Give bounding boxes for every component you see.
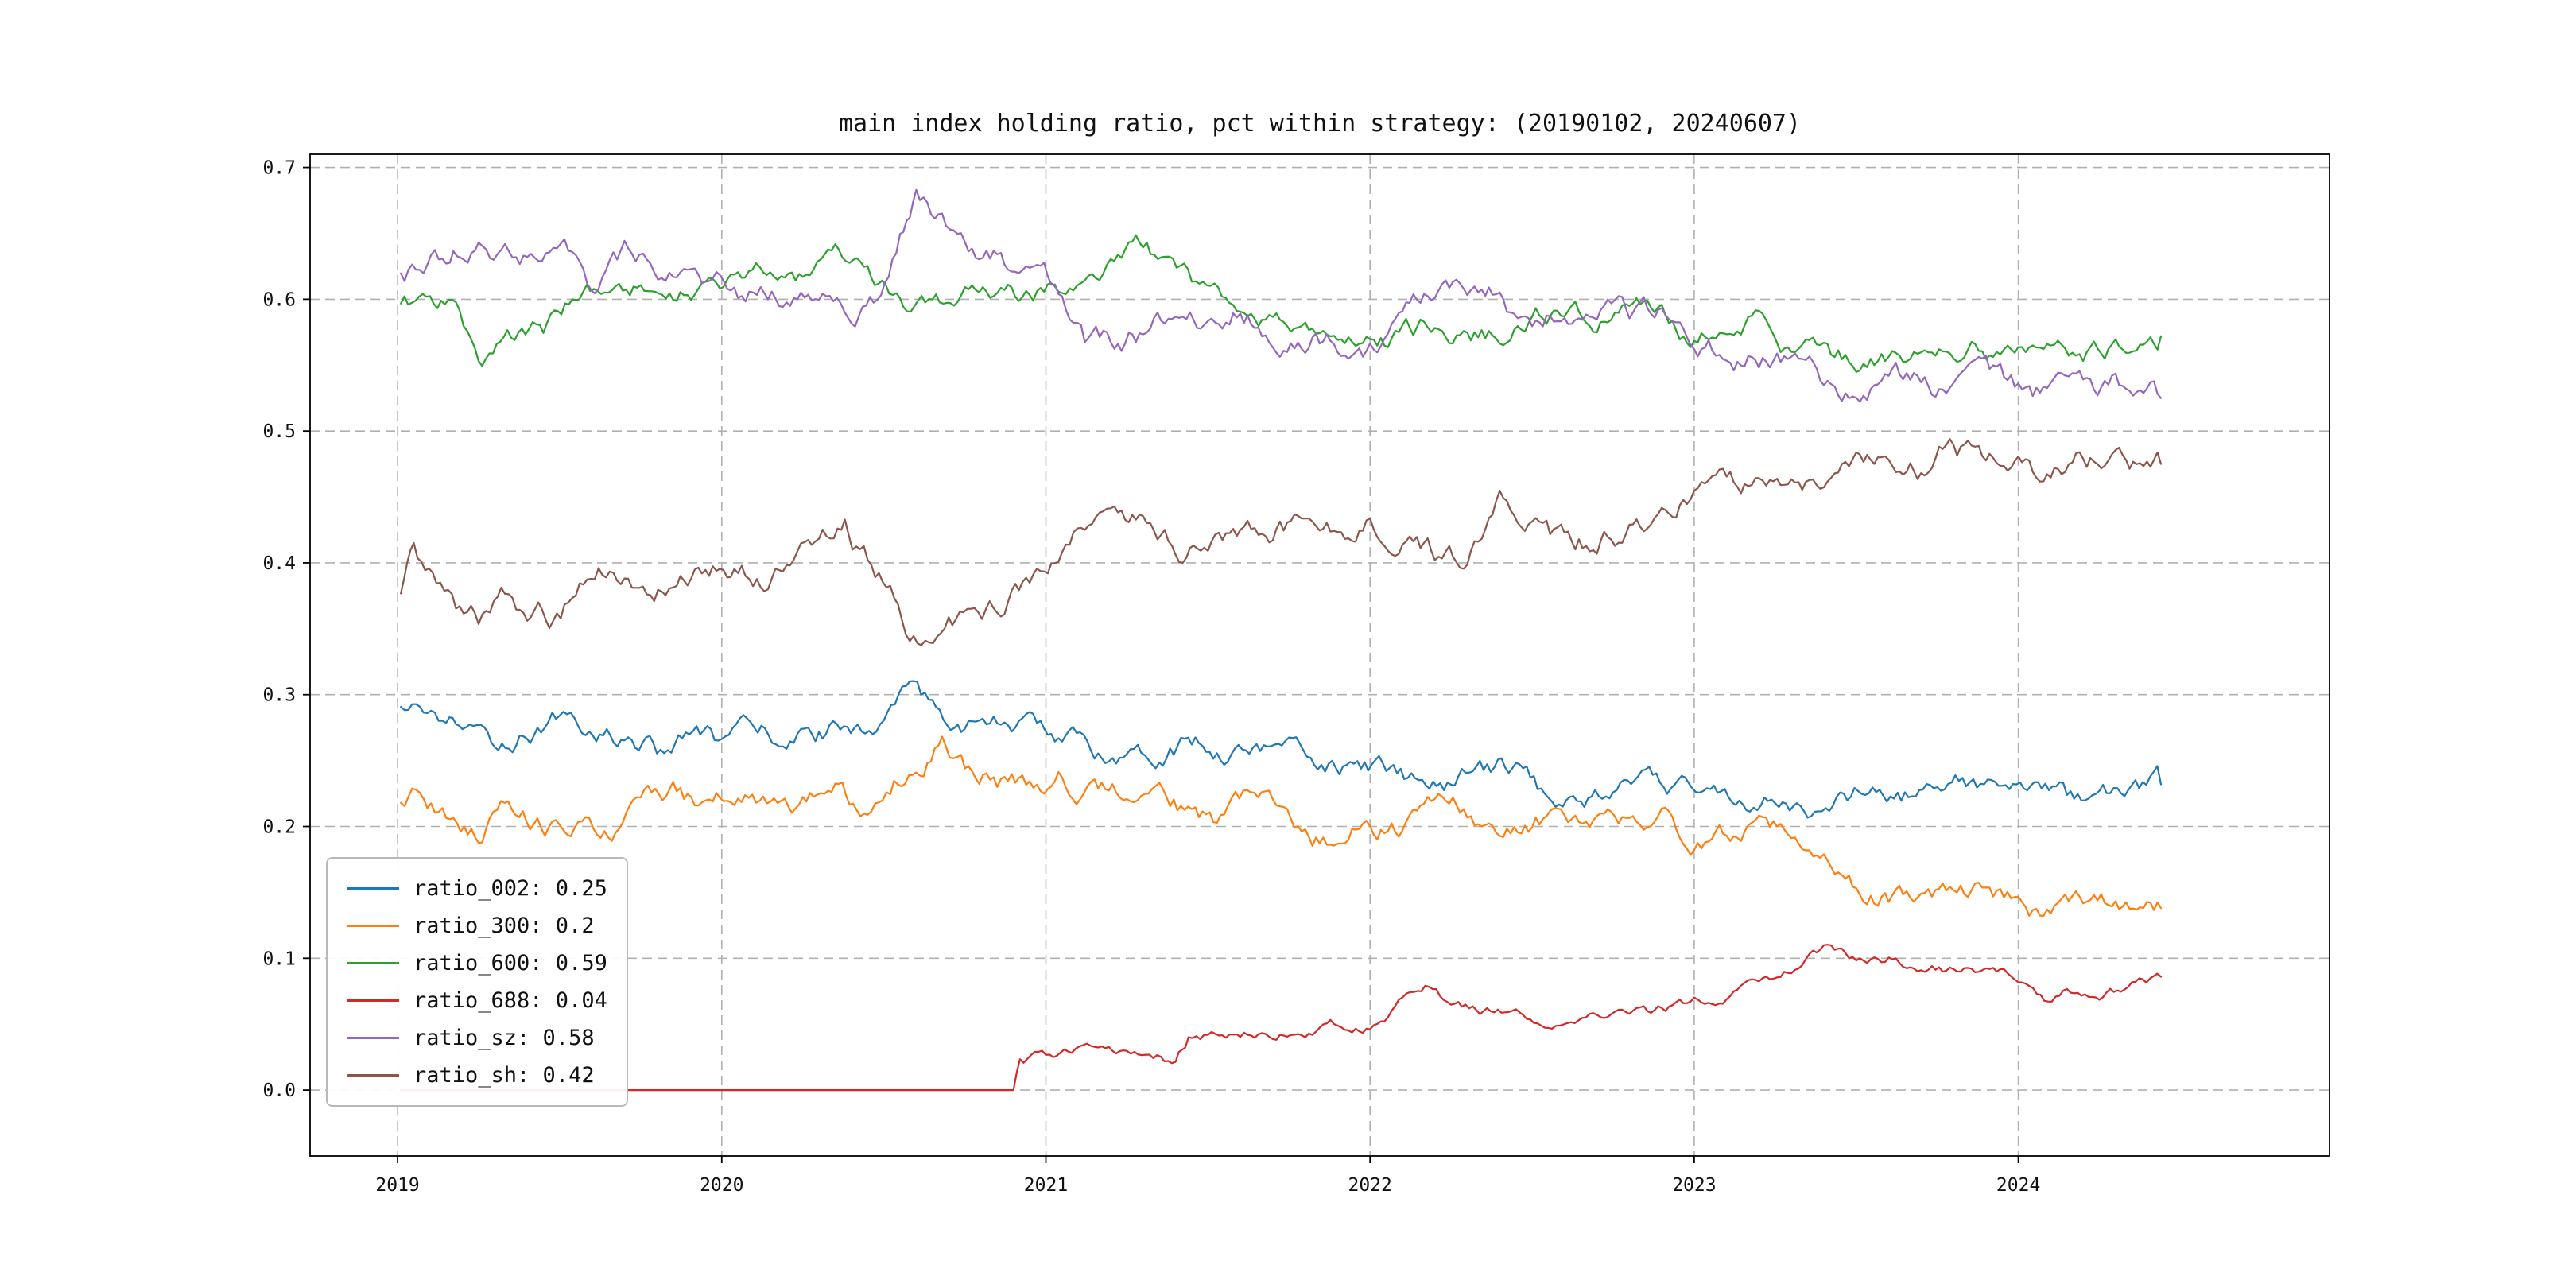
- legend-line-sample: [347, 925, 399, 927]
- x-tick-label: 2023: [1672, 1175, 1716, 1196]
- y-tick-label: 0.7: [262, 158, 296, 179]
- y-tick-label: 0.6: [262, 289, 296, 310]
- legend-item-ratio_600: ratio_600: 0.59: [347, 945, 607, 982]
- chart-title: main index holding ratio, pct within str…: [838, 110, 1802, 138]
- legend-label: ratio_688: 0.04: [413, 988, 607, 1013]
- legend-label: ratio_sh: 0.42: [413, 1063, 595, 1088]
- legend-line-sample: [347, 887, 399, 890]
- legend-line-sample: [347, 1037, 399, 1039]
- plot-frame: [309, 153, 2330, 1157]
- x-tick-label: 2021: [1024, 1175, 1068, 1196]
- series-line-ratio_sz: [400, 188, 2163, 403]
- legend-label: ratio_600: 0.59: [413, 951, 607, 976]
- x-tick-label: 2019: [375, 1175, 419, 1196]
- series-line-ratio_002: [400, 680, 2163, 819]
- y-tick-label: 0.0: [262, 1080, 296, 1101]
- y-tick-label: 0.3: [262, 685, 296, 706]
- legend: ratio_002: 0.25 ratio_300: 0.2 ratio_600: …: [326, 857, 628, 1107]
- y-tick-label: 0.1: [262, 949, 296, 969]
- y-tick-label: 0.5: [262, 421, 296, 442]
- series-line-ratio_600: [400, 234, 2163, 373]
- legend-item-ratio_sz: ratio_sz: 0.58: [347, 1019, 607, 1057]
- legend-line-sample: [347, 1074, 399, 1077]
- legend-line-sample: [347, 999, 399, 1002]
- x-tick-label: 2020: [700, 1175, 743, 1196]
- series-line-ratio_300: [400, 735, 2163, 918]
- series-line-ratio_sh: [400, 438, 2163, 646]
- x-tick-label: 2024: [1996, 1175, 2040, 1196]
- legend-item-ratio_688: ratio_688: 0.04: [347, 982, 607, 1019]
- legend-label: ratio_002: 0.25: [413, 876, 607, 901]
- legend-label: ratio_300: 0.2: [413, 914, 595, 938]
- x-tick-label: 2022: [1348, 1175, 1391, 1196]
- legend-item-ratio_300: ratio_300: 0.2: [347, 907, 607, 945]
- legend-item-ratio_sh: ratio_sh: 0.42: [347, 1057, 607, 1094]
- y-tick-label: 0.4: [262, 553, 296, 574]
- legend-item-ratio_002: ratio_002: 0.25: [347, 870, 607, 907]
- legend-label: ratio_sz: 0.58: [413, 1026, 595, 1050]
- legend-line-sample: [347, 962, 399, 964]
- y-tick-label: 0.2: [262, 817, 296, 838]
- series-line-ratio_688: [400, 944, 2163, 1092]
